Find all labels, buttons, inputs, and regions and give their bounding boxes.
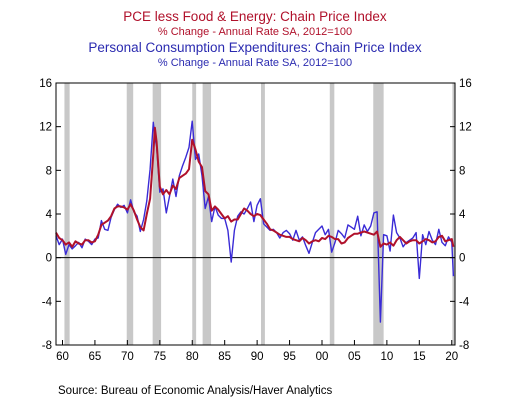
recession-band-3	[192, 83, 197, 345]
series-line-core	[55, 126, 455, 248]
chart-subtitle-headline: % Change - Annual Rate SA, 2012=100	[158, 57, 352, 69]
y-tick-label-right: 8	[459, 165, 465, 177]
y-tick-label-left: -8	[42, 340, 52, 352]
y-tick-label-left: 12	[39, 122, 52, 134]
x-tick-label: 80	[186, 351, 199, 363]
x-tick-label: 00	[316, 351, 329, 363]
y-tick-label-left: -4	[42, 296, 53, 308]
x-tick-label: 20	[445, 351, 458, 363]
x-tick-label: 05	[348, 351, 361, 363]
x-tick-label: 15	[413, 351, 426, 363]
y-tick-label-left: 4	[46, 209, 53, 221]
x-tick-label: 95	[283, 351, 296, 363]
y-tick-label-right: -8	[459, 340, 469, 352]
series-lines	[55, 120, 455, 323]
y-tick-label-right: 4	[459, 209, 466, 221]
y-tick-label-right: -4	[459, 296, 470, 308]
x-tick-label: 10	[380, 351, 393, 363]
y-tick-label-right: 16	[459, 78, 472, 90]
y-tick-label-left: 16	[39, 78, 52, 90]
series-line-headline	[55, 120, 455, 323]
recession-band-7	[373, 83, 384, 345]
recession-band-2	[152, 83, 162, 345]
y-tick-label-left: 0	[46, 253, 52, 265]
y-tick-label-right: 12	[459, 122, 472, 134]
chart-title-headline: Personal Consumption Expenditures: Chain…	[88, 40, 421, 55]
x-tick-label: 90	[251, 351, 264, 363]
x-tick-label: 75	[153, 351, 166, 363]
recession-band-0	[64, 83, 70, 345]
y-tick-label-left: 8	[46, 165, 52, 177]
x-tick-label: 85	[218, 351, 231, 363]
x-tick-label: 60	[56, 351, 69, 363]
chart-subtitle-core: % Change - Annual Rate SA, 2012=100	[158, 26, 352, 38]
x-tick-label: 65	[89, 351, 102, 363]
recession-band-1	[126, 83, 134, 345]
source-note: Source: Bureau of Economic Analysis/Have…	[58, 385, 332, 397]
recession-band-6	[329, 83, 335, 345]
recession-band-4	[202, 83, 212, 345]
chart-title-core: PCE less Food & Energy: Chain Price Inde…	[123, 9, 387, 24]
x-tick-label: 70	[121, 351, 134, 363]
y-tick-label-right: 0	[459, 253, 465, 265]
